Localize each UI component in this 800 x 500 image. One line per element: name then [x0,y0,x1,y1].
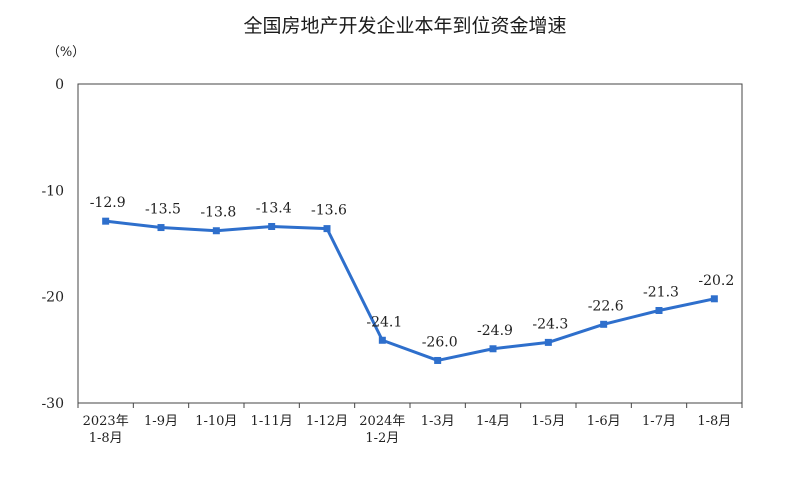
data-label: -12.9 [90,195,126,211]
data-point-marker [378,336,386,344]
y-tick-label: 0 [55,77,64,93]
data-label: -24.3 [532,316,568,332]
series-line [105,219,715,362]
data-point-marker [600,320,608,328]
data-point-marker [710,295,718,303]
data-point-marker [544,338,552,346]
x-tick-label: 1-5月 [531,414,565,429]
data-point-marker [102,217,110,225]
data-point-marker [434,356,442,364]
data-point-marker [157,224,165,232]
data-label: -13.6 [311,203,347,219]
data-label: -13.8 [200,205,236,221]
data-point-marker [489,345,497,353]
y-axis-unit-label: （%） [47,45,85,60]
series-line-group [102,217,718,364]
x-tick-label: 1-6月 [587,414,621,429]
data-label: -22.6 [588,298,624,314]
y-axis-ticks: 0 -10 -20 -30 [41,77,64,412]
x-axis-ticks: 2023年 1-8月 1-9月 1-10月 1-11月 1-12月 2024年 1-2月 1-3… [83,414,732,446]
data-point-marker [212,227,220,235]
plot-border [77,83,743,404]
data-label: -24.1 [366,314,402,330]
x-tick-label: 1-9月 [144,414,178,429]
data-label: -26.0 [422,334,458,350]
x-tick-label: 1-8月 [697,414,731,429]
data-point-marker [323,225,331,233]
data-point-marker [268,222,276,230]
data-label: -13.4 [256,200,292,216]
data-label: -20.2 [698,273,734,289]
y-tick-label: -30 [41,396,64,412]
x-tick-label: 1-12月 [306,414,348,429]
y-tick-label: -20 [41,290,64,306]
x-tick-label: 1-11月 [251,414,293,429]
y-tick-label: -10 [41,183,64,199]
x-tick-label: 1-10月 [195,414,237,429]
x-tick-label: 1-7月 [642,414,676,429]
x-tick-label: 1-4月 [476,414,510,429]
data-label: -24.9 [477,323,513,339]
data-label: -21.3 [643,284,679,300]
data-labels-group: -12.9 -13.5 -13.8 -13.4 -13.6 -24.1 -26.0 -24.9… [90,195,735,350]
data-label: -13.5 [145,202,181,218]
x-tick-label: 1-3月 [421,414,455,429]
x-tick-label: 2024年 1-2月 [359,414,405,446]
x-tick-label: 2023年 1-8月 [83,414,129,446]
plot-frame [77,83,743,408]
chart-title: 全国房地产开发企业本年到位资金增速 [243,15,566,37]
data-point-marker [655,306,663,314]
